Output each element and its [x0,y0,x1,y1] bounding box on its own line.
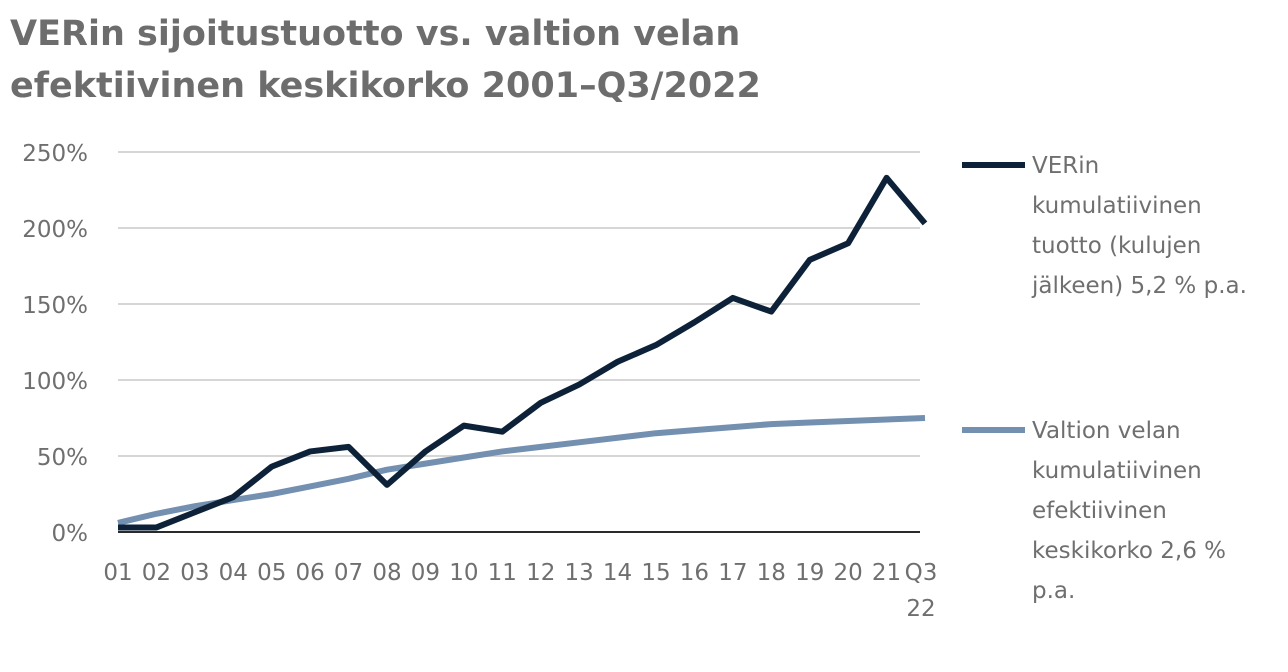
x-tick-label: 08 [372,560,401,586]
series-line [117,415,926,526]
x-tick-label: 11 [488,560,517,586]
x-axis-ticks: 01 02 03 04 05 06 07 08 09 10 11 12 13 14 15 16 17 18 19 20… [103,560,937,622]
legend-label: kumulatiivinen [1032,193,1202,219]
grid-lines [118,151,920,457]
x-tick-label: 09 [411,560,440,586]
y-tick-label: 200% [22,217,88,243]
x-tick-label: 10 [449,560,478,586]
y-tick-label: 0% [52,521,89,547]
x-tick-label: 12 [526,560,555,586]
legend-label: kumulatiivinen [1032,458,1202,484]
x-tick-label: 15 [641,560,670,586]
y-tick-label: 100% [22,369,88,395]
x-tick-label: 17 [718,560,747,586]
legend: VERin kumulatiivinen tuotto (kulujen jälkee… [962,153,1247,604]
x-tick-label: 06 [296,560,325,586]
legend-label: keskikorko 2,6 % [1032,538,1226,564]
x-tick-label: 05 [257,560,286,586]
legend-label: tuotto (kulujen [1032,233,1201,259]
x-tick-label: 13 [565,560,594,586]
legend-label: Valtion velan [1032,418,1181,444]
x-tick-label: 16 [680,560,709,586]
legend-label: efektiivinen [1032,498,1167,524]
legend-label: jälkeen) 5,2 % p.a. [1031,273,1247,299]
y-tick-label: 250% [22,141,88,167]
x-tick-label: 01 [103,560,132,586]
series-line [118,174,928,531]
x-tick-label: 04 [219,560,248,586]
series-lines [117,174,928,531]
legend-label: VERin [1032,153,1099,179]
y-tick-label: 150% [22,293,88,319]
y-tick-label: 50% [37,445,88,471]
x-tick-label: 18 [757,560,786,586]
x-tick-label: 19 [795,560,824,586]
x-tick-label: 03 [180,560,209,586]
y-axis-ticks: 0% 50% 100% 150% 200% 250% [22,141,88,547]
x-tick-label: 20 [834,560,863,586]
x-tick-label: Q3 22 [905,560,938,622]
x-tick-label: 14 [603,560,632,586]
legend-label: p.a. [1032,578,1075,604]
x-tick-label: 07 [334,560,363,586]
chart-title: VERin sijoitustuotto vs. valtion velan e… [10,14,761,106]
x-tick-label: 21 [872,560,901,586]
x-tick-label: 02 [142,560,171,586]
